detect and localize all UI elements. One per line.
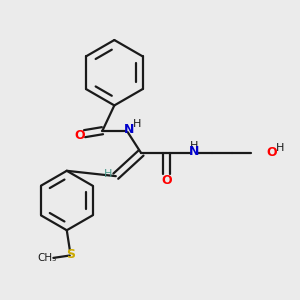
Text: H: H	[104, 169, 112, 179]
Text: N: N	[123, 123, 134, 136]
Text: H: H	[132, 119, 141, 129]
Text: H: H	[276, 142, 284, 153]
Text: H: H	[190, 141, 198, 152]
Text: O: O	[75, 129, 86, 142]
Text: CH₃: CH₃	[37, 253, 56, 263]
Text: O: O	[161, 174, 172, 188]
Text: O: O	[266, 146, 277, 159]
Text: S: S	[66, 248, 75, 261]
Text: N: N	[188, 145, 199, 158]
